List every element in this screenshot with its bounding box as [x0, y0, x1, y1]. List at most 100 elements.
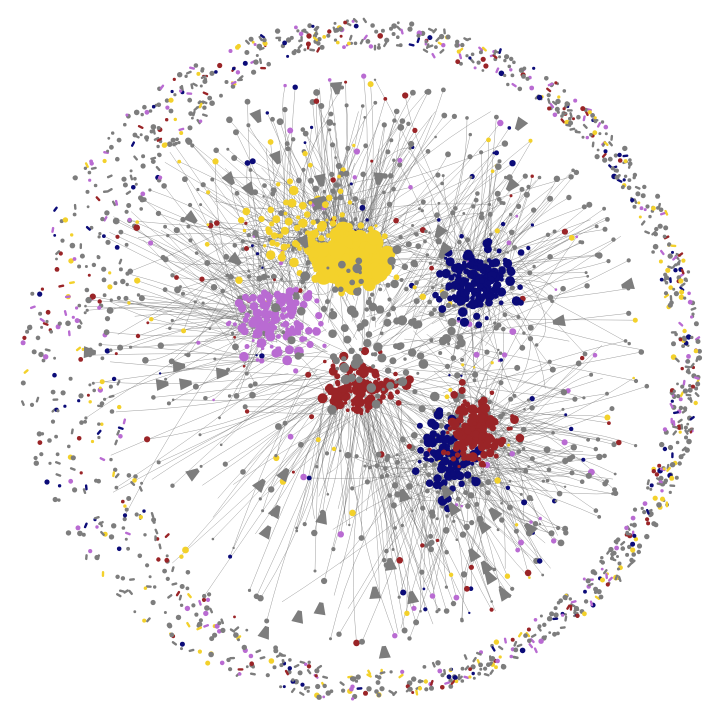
node — [255, 252, 260, 256]
node — [420, 543, 425, 548]
node — [313, 89, 320, 96]
isolated-node — [600, 120, 605, 124]
isolated-node — [207, 95, 213, 101]
node — [325, 299, 330, 305]
isolated-node — [148, 575, 152, 579]
isolated-pair — [363, 34, 368, 40]
node — [468, 299, 478, 310]
isolated-node — [233, 632, 239, 638]
node — [634, 444, 638, 448]
isolated-node — [228, 667, 233, 672]
isolated-pair — [322, 675, 329, 679]
isolated-pair — [669, 295, 673, 301]
node — [490, 600, 494, 603]
isolated-node — [660, 489, 664, 493]
node — [264, 618, 270, 624]
isolated-node — [54, 434, 58, 439]
isolated-node — [98, 386, 102, 390]
node — [346, 268, 351, 273]
node — [411, 605, 417, 611]
isolated-node — [168, 108, 174, 114]
node — [291, 470, 295, 474]
node — [541, 573, 545, 577]
node — [321, 577, 328, 585]
isolated-pair — [674, 357, 680, 363]
leaf-fan — [498, 587, 512, 602]
isolated-pair — [694, 392, 700, 398]
node — [244, 160, 251, 166]
isolated-node — [626, 185, 632, 191]
node — [458, 307, 468, 317]
isolated-node — [204, 605, 210, 611]
node — [438, 305, 447, 313]
node — [428, 261, 432, 265]
node — [186, 224, 191, 229]
node — [501, 352, 508, 358]
isolated-pair — [187, 593, 192, 599]
isolated-node — [642, 184, 647, 190]
node — [387, 256, 396, 266]
edge — [117, 250, 263, 335]
node — [295, 529, 299, 533]
isolated-node — [683, 277, 688, 282]
node — [322, 189, 327, 194]
node — [233, 393, 240, 399]
isolated-node — [134, 182, 138, 186]
node — [361, 73, 367, 79]
isolated-node — [86, 205, 90, 209]
isolated-node — [617, 152, 622, 158]
node — [465, 503, 471, 509]
isolated-node — [446, 674, 452, 680]
isolated-pair — [596, 122, 602, 128]
isolated-node — [75, 525, 81, 531]
leaf-fan — [440, 484, 455, 500]
isolated-node — [536, 94, 543, 101]
isolated-pair — [530, 633, 537, 638]
isolated-node — [298, 31, 304, 37]
isolated-node — [599, 559, 603, 564]
node — [192, 383, 199, 390]
node — [133, 224, 140, 231]
isolated-node — [111, 523, 117, 529]
node — [241, 293, 249, 301]
isolated-node — [158, 175, 163, 180]
isolated-pair — [618, 576, 622, 583]
isolated-node — [389, 670, 393, 674]
node — [283, 313, 289, 319]
edge — [405, 374, 476, 389]
nodes — [83, 73, 650, 659]
isolated-node — [687, 291, 691, 296]
node — [312, 185, 319, 192]
node — [122, 513, 128, 518]
node — [545, 232, 551, 237]
edge — [263, 196, 286, 225]
isolated-node — [542, 622, 547, 627]
isolated-node — [407, 686, 413, 692]
isolated-node — [156, 557, 161, 562]
node — [526, 245, 531, 251]
node — [344, 222, 353, 232]
node — [445, 514, 449, 518]
node — [485, 448, 495, 458]
node — [393, 526, 398, 530]
isolated-node — [678, 430, 682, 434]
node — [263, 244, 267, 248]
isolated-pair — [450, 679, 456, 685]
node — [277, 253, 286, 262]
isolated-node — [133, 176, 137, 181]
node — [436, 270, 444, 278]
isolated-node — [31, 349, 37, 355]
isolated-node — [245, 665, 249, 669]
node — [209, 220, 213, 224]
isolated-node — [96, 255, 101, 260]
node — [199, 203, 203, 207]
node — [455, 538, 459, 541]
isolated-node — [100, 216, 105, 222]
isolated-node — [53, 356, 56, 360]
isolated-pair — [196, 626, 203, 631]
node — [357, 248, 369, 261]
edge — [266, 386, 345, 622]
node — [489, 390, 495, 396]
isolated-node — [94, 478, 99, 483]
node — [310, 219, 316, 225]
